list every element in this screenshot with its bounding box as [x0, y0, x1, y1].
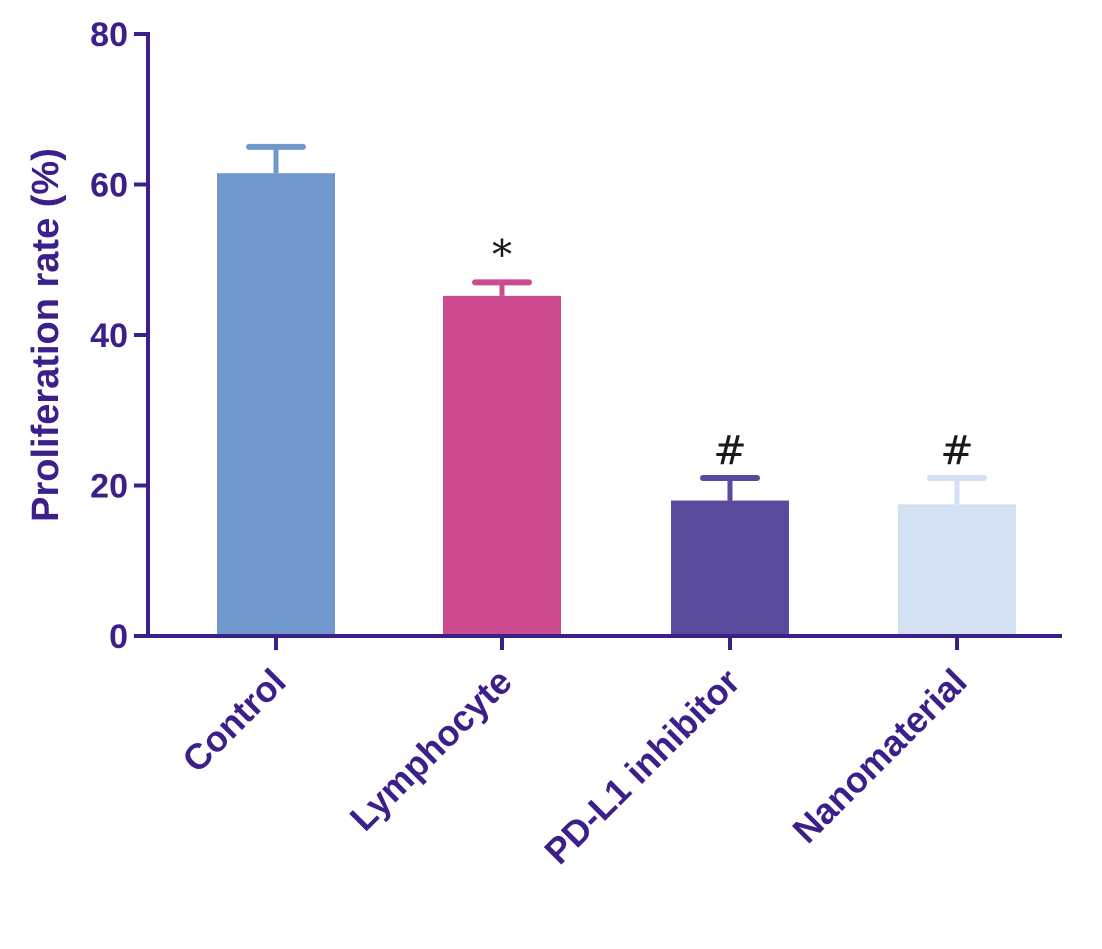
- y-tick-label: 60: [90, 167, 128, 205]
- bar-pd-l1-inhibitor: [671, 500, 789, 634]
- y-tick-label: 40: [90, 317, 128, 355]
- category-labels: Control Lymphocyte PD-L1 inhibitor Nanomate…: [174, 661, 974, 872]
- y-axis-label: Proliferation rate (%): [25, 148, 67, 522]
- y-tick-label: 80: [90, 16, 128, 54]
- bars: * # #: [217, 143, 1016, 634]
- x-tick-label: PD-L1 inhibitor: [536, 661, 747, 872]
- bar-lymphocyte: [443, 295, 561, 634]
- x-tick-label: Control: [174, 661, 293, 780]
- y-tick-label: 0: [109, 618, 128, 656]
- significance-mark: #: [940, 428, 974, 474]
- significance-mark: #: [713, 428, 747, 474]
- axes: 0 20 40 60 80: [90, 16, 1062, 656]
- x-tick-label: Nanomaterial: [784, 661, 974, 851]
- x-tick-label: Lymphocyte: [342, 661, 520, 839]
- bar-control: [217, 173, 335, 634]
- y-tick-label: 20: [90, 468, 128, 506]
- bar-nanomaterial: [898, 504, 1016, 634]
- significance-mark: *: [492, 232, 512, 278]
